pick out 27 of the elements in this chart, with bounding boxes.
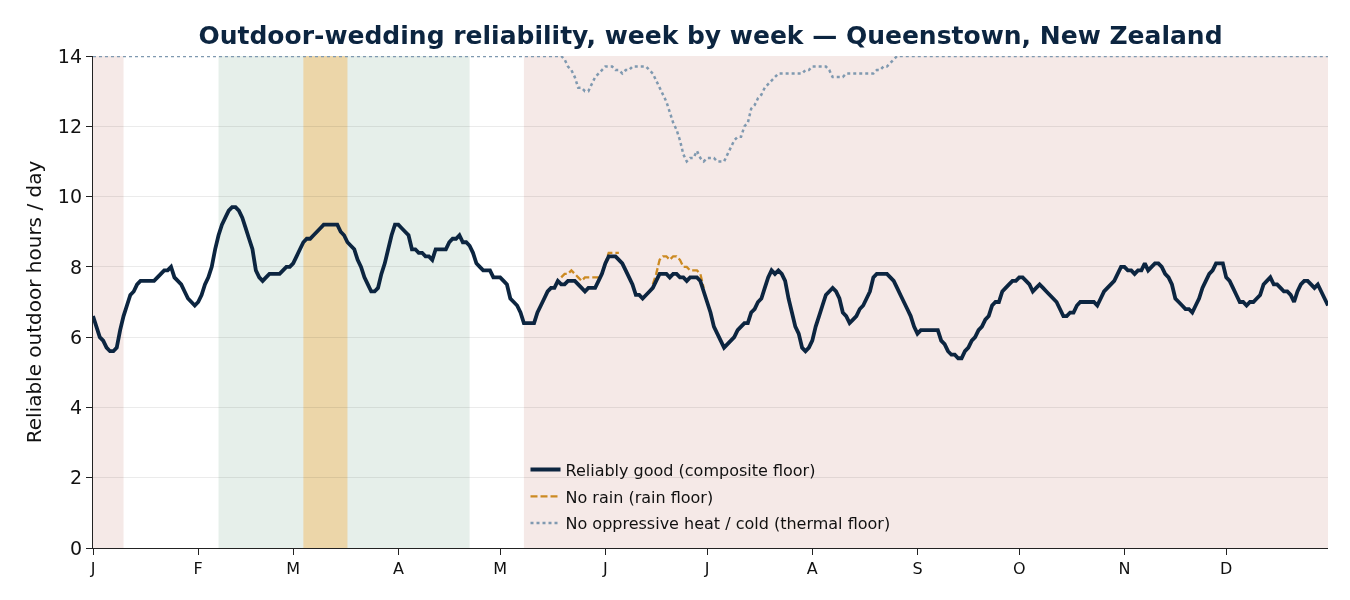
line-series xyxy=(93,205,1328,361)
x-tick-label: J xyxy=(601,559,608,579)
y-tick-label: 8 xyxy=(69,255,82,278)
x-tick-label: S xyxy=(912,559,923,579)
legend-label: Reliably good (composite floor) xyxy=(565,460,816,480)
x-tick-label: M xyxy=(493,559,508,579)
chart-title: Outdoor-wedding reliability, week by week — Queenstown, New Zealand xyxy=(198,20,1223,50)
y-tick-label: 4 xyxy=(69,396,82,419)
y-tick-label: 14 xyxy=(57,44,82,67)
y-tick-label: 0 xyxy=(69,536,82,559)
x-tick-label: N xyxy=(1118,559,1131,579)
x-tick-label: F xyxy=(193,559,203,579)
x-tick-label: J xyxy=(703,559,710,579)
x-tick-label: A xyxy=(392,559,404,579)
x-tick-label: O xyxy=(1012,559,1026,579)
x-tick-label: A xyxy=(806,559,818,579)
y-tick-label: 10 xyxy=(57,185,82,208)
legend-label: No rain (rain floor) xyxy=(565,487,714,507)
x-tick-label: J xyxy=(89,559,96,579)
x-tick-label: M xyxy=(286,559,301,579)
y-tick-label: 6 xyxy=(69,325,82,348)
line-series xyxy=(93,56,1328,163)
y-tick-label: 12 xyxy=(57,114,82,137)
x-tick-label: D xyxy=(1220,559,1233,579)
y-axis-title: Reliable outdoor hours / day xyxy=(22,160,47,444)
y-tick-label: 2 xyxy=(69,466,82,489)
legend-label: No oppressive heat / cold (thermal floor) xyxy=(565,514,891,534)
